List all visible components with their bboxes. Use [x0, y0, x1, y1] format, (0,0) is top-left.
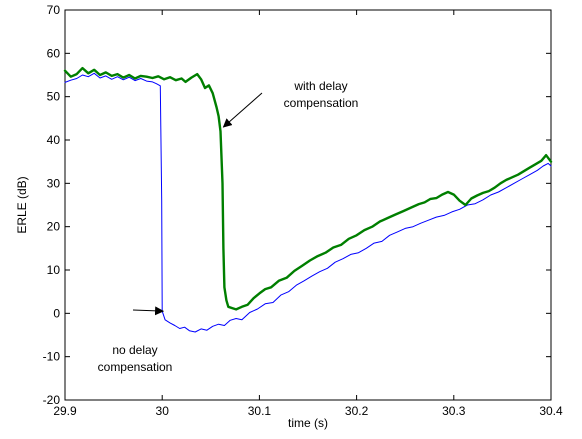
plot-area [64, 9, 552, 401]
annotations: with delay compensation no delay compensati… [98, 79, 359, 374]
x-tick-label: 30.2 [345, 404, 369, 418]
series-layer [63, 66, 553, 333]
y-axis-title: ERLE (dB) [15, 176, 29, 233]
y-tick-label: 0 [53, 306, 60, 320]
series-line-0 [64, 72, 552, 333]
annotation-arrow [222, 92, 263, 128]
annotation-arrow [132, 306, 165, 316]
y-tick-label: 30 [47, 176, 61, 190]
annotation-text: compensation [98, 360, 173, 374]
y-tick-label: 50 [47, 90, 61, 104]
y-tick-label: 20 [47, 220, 61, 234]
annotation-text: with delay [293, 79, 347, 93]
annotation-text: no delay [112, 343, 157, 357]
annotation-text: compensation [284, 96, 359, 110]
y-tick-label: 60 [47, 46, 61, 60]
series-line-1 [63, 66, 553, 311]
y-tick-label: 10 [47, 263, 61, 277]
x-tick-label: 29.9 [53, 404, 77, 418]
x-axis-title: time (s) [288, 416, 328, 430]
x-axis-ticks: 29.9 30 30.1 30.2 30.3 30.4 [53, 10, 563, 418]
y-tick-label: 70 [47, 3, 61, 17]
x-tick-label: 30 [156, 404, 170, 418]
x-tick-label: 30.1 [248, 404, 272, 418]
x-tick-label: 30.3 [442, 404, 466, 418]
x-tick-label: 30.4 [539, 404, 563, 418]
y-tick-label: 40 [47, 133, 61, 147]
y-tick-label: -10 [43, 350, 61, 364]
y-axis-ticks: -20 -10 0 10 20 30 40 50 60 70 [43, 3, 551, 407]
y-tick-label: -20 [43, 393, 61, 407]
